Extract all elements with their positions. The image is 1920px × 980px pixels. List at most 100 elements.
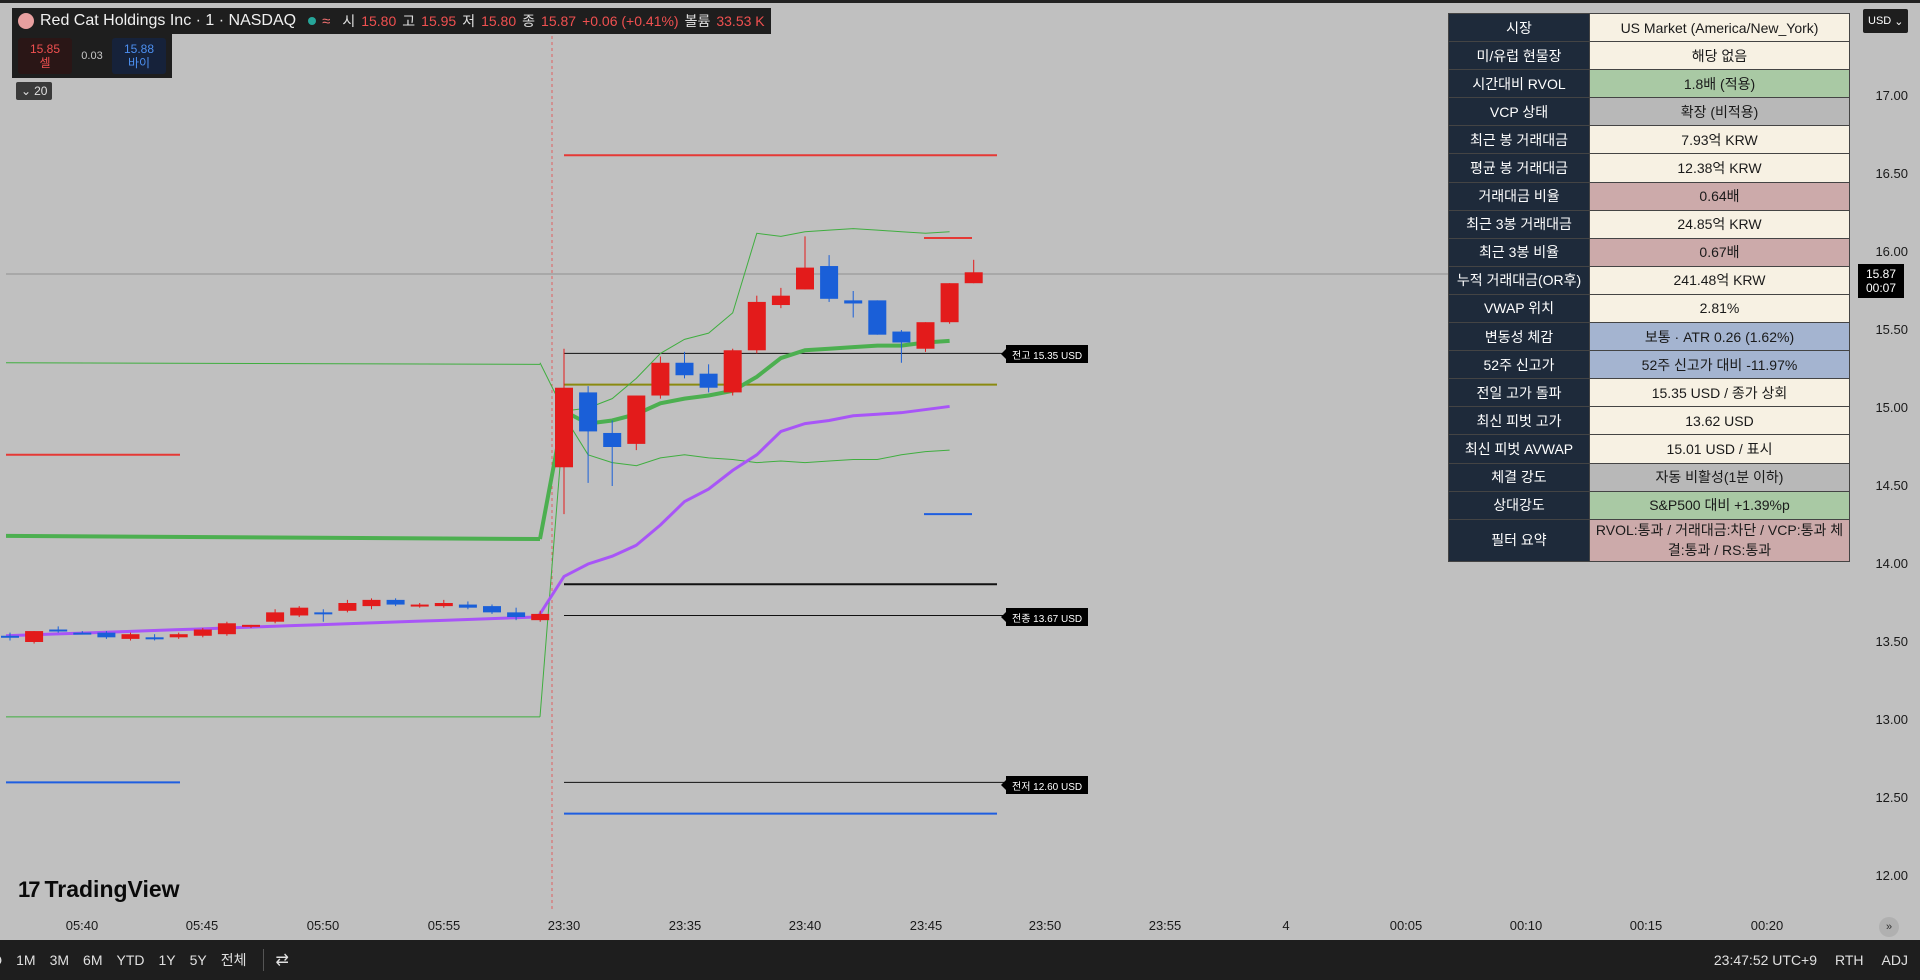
premarket-candle [338,603,357,611]
double-chevron-icon: » [1885,921,1893,933]
info-value: 2.81% [1589,293,1850,324]
premarket-candle [193,629,212,636]
premarket-candle [97,632,116,638]
adjust-toggle[interactable]: ADJ [1881,952,1908,968]
tradingview-logo[interactable]: 17 TradingView [18,876,180,903]
go-to-date-icon[interactable]: ⇄ [275,952,289,969]
time-tick: 00:20 [1750,918,1784,933]
indicator-count: 20 [34,84,48,98]
scroll-to-realtime-button[interactable]: » [1879,917,1899,937]
purple-avwap-pre [5,615,537,638]
session-toggle[interactable]: RTH [1835,952,1864,968]
close-label: 종 [522,13,536,29]
range-button[interactable]: 1Y [158,952,176,968]
range-button[interactable]: 5Y [189,952,207,968]
price-tick: 13.00 [1875,712,1908,727]
info-row: 미/유럽 현물장 해당 없음 [1448,41,1850,71]
premarket-candle [507,612,526,618]
low-label: 저 [462,13,476,29]
session-candle [940,283,959,323]
info-row: 체결 강도 자동 비활성(1분 이하) [1448,462,1850,492]
session-candle [820,266,839,299]
range-button[interactable]: 전체 [220,952,247,968]
price-tick: 12.00 [1875,868,1908,883]
info-value: 13.62 USD [1589,406,1850,436]
premarket-candle [410,604,429,607]
range-button[interactable]: 6M [83,952,103,968]
time-tick: 23:40 [788,918,822,933]
high-value: 15.95 [421,13,457,29]
info-row: 최근 3봉 거래대금 24.85억 KRW [1448,209,1850,239]
session-candle [747,301,766,351]
premarket-candle [362,599,381,607]
time-tick: 23:50 [1028,918,1062,933]
clock[interactable]: 23:47:52 UTC+9 [1713,952,1818,968]
info-value: 자동 비활성(1분 이하) [1589,462,1850,492]
bar-countdown: 00:07 [1865,281,1897,295]
info-row: 거래대금 비율 0.64배 [1448,181,1850,211]
info-label: 평균 봉 거래대금 [1448,153,1590,183]
volume-value: 33.53 K [716,13,765,29]
indicators-collapse-button[interactable]: ⌄ 20 [16,82,53,100]
info-row: VCP 상태 확장 (비적용) [1448,97,1850,127]
time-tick: 23:35 [668,918,702,933]
indicator-info-table: 시장 US Market (America/New_York) 미/유럽 현물장 해당… [1448,12,1850,562]
premarket-candle [121,634,140,639]
vwap-session [538,338,950,540]
currency-selector[interactable]: USD ⌄ [1863,9,1909,33]
symbol-title[interactable]: Red Cat Holdings Inc · 1 · NASDAQ [40,12,297,29]
range-button[interactable]: 1M [16,952,36,968]
time-tick: 4 [1282,918,1290,933]
price-tick: 13.50 [1875,634,1908,649]
range-button[interactable]: D [0,952,2,968]
session-candle [723,350,742,393]
session-candle [555,387,573,468]
prev-low-label: 전저 12.60 USD [1000,776,1089,794]
info-value: 확장 (비적용) [1589,97,1850,127]
info-value: 15.35 USD / 종가 상회 [1589,378,1850,408]
info-row: 누적 거래대금(OR후) 241.48억 KRW [1448,265,1850,295]
premarket-candle [73,632,92,635]
session-candle [579,392,598,432]
window-top-border [0,0,1920,3]
premarket-candle [483,606,501,613]
high-label: 고 [402,13,416,29]
bottom-right-controls: 23:47:52 UTC+9 RTH ADJ [1714,940,1908,980]
info-row: 필터 요약 RVOL:통과 / 거래대금:차단 / VCP:통과 체결:통과 / … [1448,518,1850,562]
symbol-legend[interactable]: Red Cat Holdings Inc · 1 · NASDAQ ≈ 시 15.… [12,8,771,34]
time-tick: 23:45 [909,918,943,933]
market-status-icon [308,17,317,25]
info-row: 최신 피벗 고가 13.62 USD [1448,406,1850,436]
session-candle [651,362,670,396]
info-row: 전일 고가 돌파 15.35 USD / 종가 상회 [1448,378,1850,408]
price-chart[interactable] [0,0,1850,915]
chart-area[interactable]: Red Cat Holdings Inc · 1 · NASDAQ ≈ 시 15.… [0,0,1920,940]
session-candle [699,373,718,388]
range-button[interactable]: 3M [49,952,70,968]
symbol-logo-icon [18,13,34,29]
premarket-candle [314,612,333,615]
buy-button[interactable]: 15.88 바이 [111,38,166,74]
info-row: 상대강도 S&P500 대비 +1.39%p [1448,490,1850,520]
sell-price: 15.85 [29,42,61,56]
info-label: 변동성 체감 [1448,322,1590,352]
info-label: 미/유럽 현물장 [1448,41,1590,71]
close-value: 15.87 [541,13,577,29]
tradingview-wordmark: TradingView [44,876,180,902]
tradingview-mark-icon: 17 [18,876,41,902]
info-row: 시장 US Market (America/New_York) [1448,12,1850,43]
buy-price: 15.88 [123,42,154,56]
price-axis[interactable]: 17.00 16.50 16.00 15.50 15.00 14.50 14.00 13.50… [1850,0,1920,940]
info-value: 0.64배 [1589,181,1850,211]
sell-button[interactable]: 15.85 셀 [18,38,72,74]
info-row: 최신 피벗 AVWAP 15.01 USD / 표시 [1448,434,1850,464]
info-label: 52주 신고가 [1448,350,1590,380]
divider [262,949,264,971]
price-tick: 15.00 [1875,400,1908,415]
session-candle [868,300,887,335]
chevron-down-icon: ⌄ [1894,15,1904,28]
wave-icon: ≈ [322,12,331,30]
upper-band-session [539,228,950,412]
range-button[interactable]: YTD [116,952,145,968]
current-price: 15.87 [1865,267,1897,281]
